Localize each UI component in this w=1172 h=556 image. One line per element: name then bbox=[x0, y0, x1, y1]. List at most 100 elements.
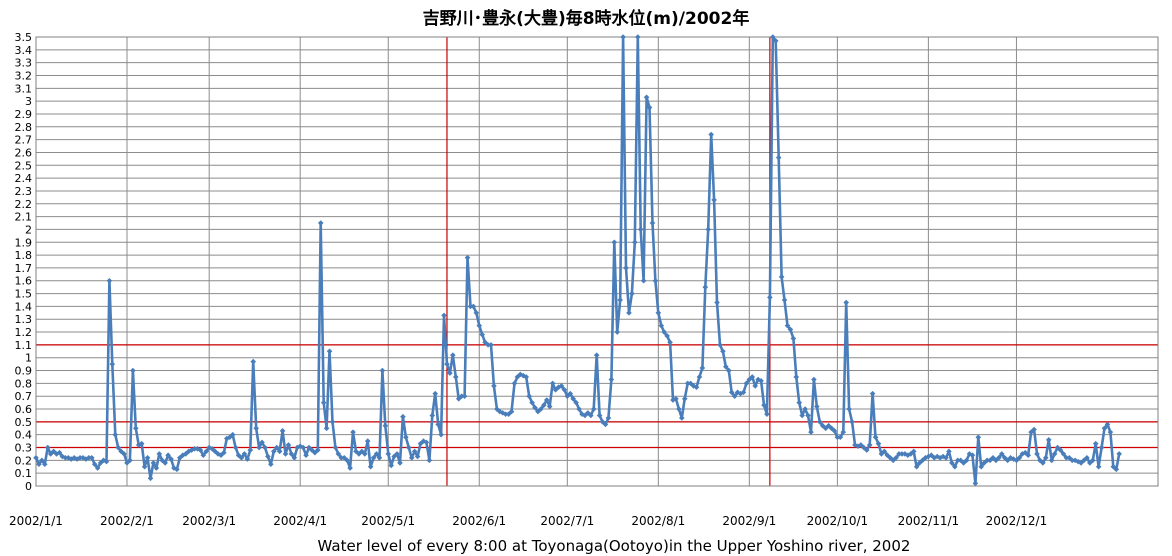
data-point bbox=[80, 454, 86, 461]
data-point bbox=[834, 434, 841, 441]
data-point bbox=[723, 363, 729, 370]
data-point bbox=[226, 434, 233, 441]
data-point bbox=[320, 399, 327, 406]
data-point bbox=[312, 449, 318, 456]
data-point bbox=[796, 399, 803, 406]
y-tick-label: 3.3 bbox=[15, 57, 33, 70]
data-point bbox=[491, 383, 497, 389]
data-point bbox=[141, 463, 148, 470]
data-point bbox=[488, 342, 494, 348]
data-point bbox=[71, 454, 77, 461]
x-tick-label: 2002/10/1 bbox=[807, 514, 869, 528]
data-point bbox=[423, 439, 430, 446]
data-point bbox=[185, 448, 192, 455]
data-point bbox=[215, 451, 221, 457]
data-point bbox=[561, 386, 568, 393]
data-point bbox=[502, 411, 509, 417]
data-point bbox=[133, 425, 139, 432]
data-point bbox=[681, 395, 688, 402]
data-point bbox=[975, 434, 982, 441]
data-point bbox=[247, 447, 254, 453]
data-point bbox=[643, 94, 650, 101]
data-point bbox=[391, 453, 397, 460]
data-point bbox=[94, 465, 101, 471]
data-point bbox=[787, 326, 794, 333]
y-tick-label: 1.4 bbox=[15, 300, 33, 313]
y-tick-label: 1.3 bbox=[15, 313, 33, 326]
data-point bbox=[693, 384, 700, 391]
data-point bbox=[482, 339, 488, 346]
data-point bbox=[450, 352, 456, 358]
data-point bbox=[684, 380, 691, 387]
data-point bbox=[702, 284, 709, 290]
data-point bbox=[840, 429, 847, 435]
data-point bbox=[1016, 454, 1023, 461]
y-tick-label: 1.7 bbox=[15, 262, 33, 275]
data-point bbox=[359, 448, 365, 455]
data-point bbox=[655, 310, 662, 316]
x-tick-label: 2002/6/1 bbox=[452, 514, 506, 528]
data-point bbox=[711, 197, 717, 203]
data-point bbox=[1101, 425, 1108, 432]
data-point bbox=[130, 367, 136, 374]
data-point bbox=[893, 454, 899, 461]
data-point bbox=[1031, 426, 1037, 433]
data-point bbox=[969, 452, 976, 459]
y-tick-label: 1.8 bbox=[15, 249, 33, 262]
data-point bbox=[444, 361, 450, 367]
data-point bbox=[1063, 454, 1070, 461]
data-point bbox=[188, 447, 195, 453]
y-tick-label: 0.8 bbox=[15, 377, 33, 390]
data-point bbox=[508, 408, 515, 415]
y-tick-label: 2.1 bbox=[15, 211, 33, 224]
data-point bbox=[88, 454, 95, 461]
data-point bbox=[138, 440, 145, 447]
data-point bbox=[65, 454, 72, 461]
data-point bbox=[147, 475, 154, 482]
data-point bbox=[714, 299, 720, 306]
data-point bbox=[229, 431, 236, 438]
data-point bbox=[532, 404, 538, 411]
data-point bbox=[772, 38, 779, 44]
data-point bbox=[494, 406, 500, 412]
y-tick-label: 0.9 bbox=[15, 365, 33, 378]
data-point bbox=[235, 452, 242, 459]
grid bbox=[35, 36, 1158, 487]
data-point bbox=[875, 440, 882, 447]
data-point bbox=[937, 454, 943, 461]
data-point bbox=[858, 442, 864, 448]
data-point bbox=[869, 390, 876, 397]
data-point bbox=[411, 448, 418, 455]
data-point bbox=[285, 442, 292, 448]
data-point bbox=[1043, 454, 1049, 461]
data-point bbox=[1045, 437, 1052, 443]
data-point bbox=[585, 410, 591, 416]
y-tick-label: 2 bbox=[25, 223, 32, 236]
data-point bbox=[367, 463, 374, 470]
data-point bbox=[758, 378, 764, 384]
data-point bbox=[317, 220, 324, 226]
data-point bbox=[761, 402, 767, 408]
x-tick-label: 2002/5/1 bbox=[361, 514, 415, 528]
y-tick-label: 2.8 bbox=[15, 121, 33, 134]
data-point bbox=[567, 390, 574, 397]
series-line bbox=[34, 35, 1121, 485]
y-axis-ticks: 00.10.20.30.40.50.60.70.80.911.11.21.31.… bbox=[15, 31, 33, 493]
data-point bbox=[127, 457, 133, 464]
data-point bbox=[112, 431, 119, 438]
data-point bbox=[588, 412, 594, 419]
x-axis-ticks: 2002/1/1 2002/2/1 2002/3/1 2002/4/1 2002/5/1… bbox=[9, 514, 1047, 528]
data-point bbox=[632, 239, 638, 246]
x-tick-label: 2002/4/1 bbox=[273, 514, 327, 528]
data-point bbox=[511, 380, 518, 387]
data-point bbox=[329, 419, 336, 425]
data-point bbox=[805, 412, 811, 419]
data-point bbox=[341, 454, 348, 461]
data-point bbox=[902, 451, 908, 457]
data-point bbox=[174, 466, 180, 473]
data-point bbox=[262, 444, 268, 451]
data-point bbox=[206, 444, 212, 451]
data-point bbox=[990, 454, 996, 461]
data-point bbox=[244, 456, 251, 462]
data-point bbox=[1010, 456, 1017, 462]
